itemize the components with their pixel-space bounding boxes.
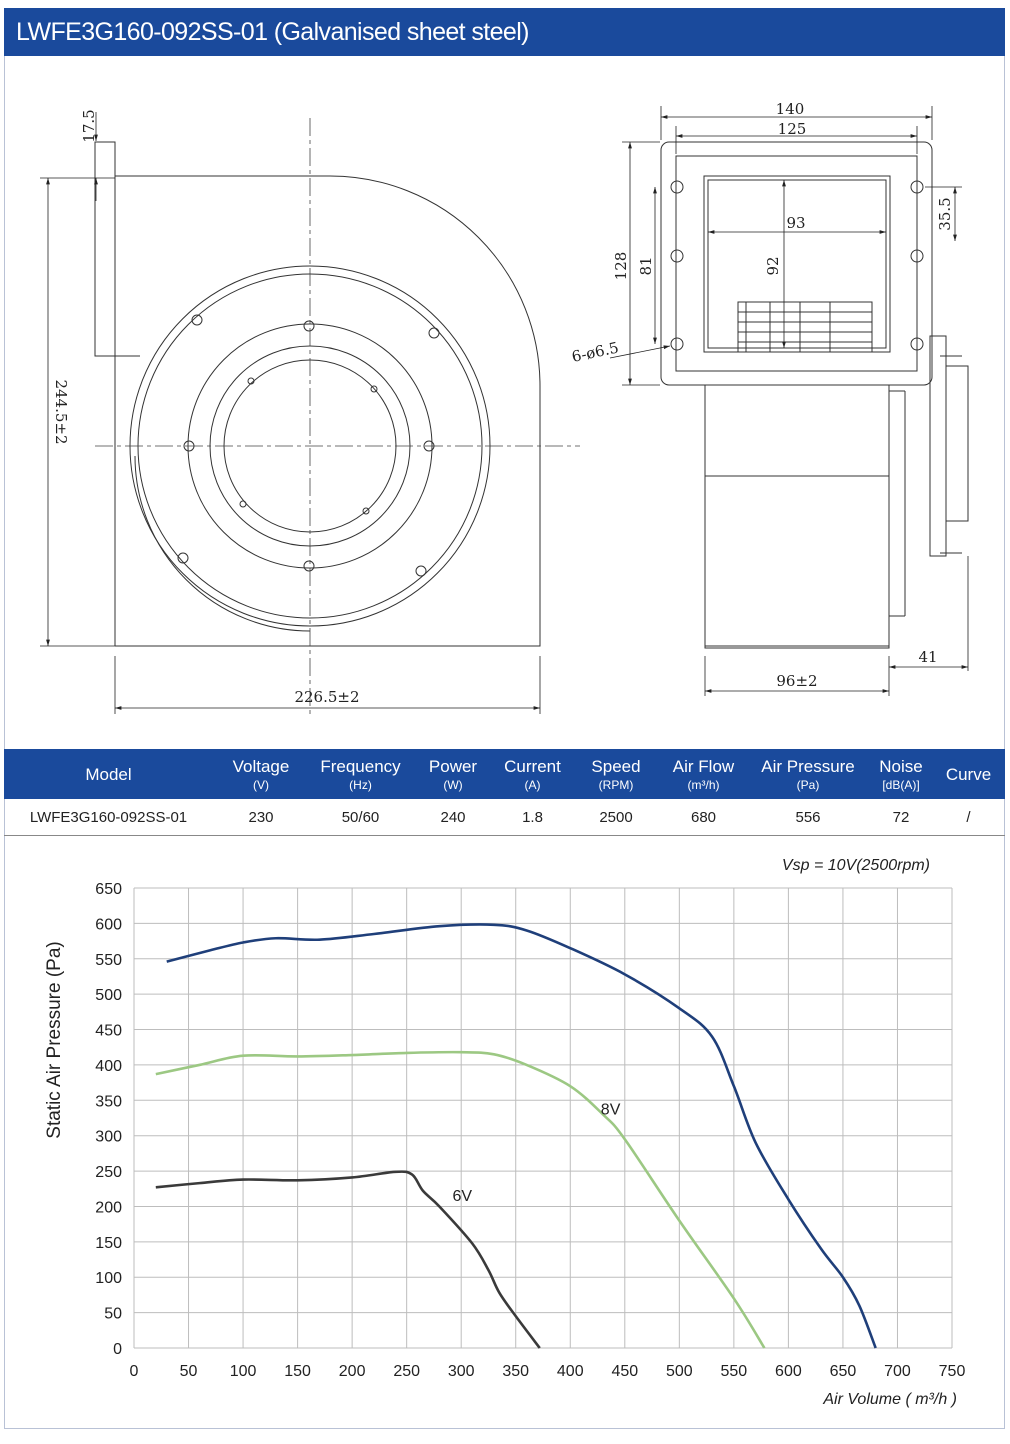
performance-chart: 0 50 100 150 200 250 300 350 400 450 500 550 600 650 7… <box>44 857 965 1408</box>
y-tick-label: 650 <box>95 881 122 898</box>
cell-air-flow: 680 <box>661 799 746 836</box>
y-tick-label: 400 <box>95 1058 122 1075</box>
y-tick-label: 0 <box>113 1341 122 1358</box>
dim-outlet-width: 93 <box>786 214 805 232</box>
chart-series <box>155 923 877 1349</box>
x-tick-label: 400 <box>557 1363 584 1380</box>
x-tick-label: 750 <box>939 1363 966 1380</box>
col-current: Current (A) <box>504 756 561 792</box>
table-row: LWFE3G160-092SS-01 230 50/60 240 1.8 250… <box>4 799 1005 836</box>
dim-hole-vertical: 81 <box>637 256 655 275</box>
dim-holes: 6-ø6.5 <box>570 338 620 365</box>
dimension-drawing: 17.5 244.5±2 226.5±2 <box>40 100 969 716</box>
dim-width: 226.5±2 <box>294 688 359 706</box>
dim-flange-thickness: 17.5 <box>80 109 98 142</box>
x-tick-label: 350 <box>502 1363 529 1380</box>
y-tick-label: 200 <box>95 1199 122 1216</box>
x-tick-label: 250 <box>393 1363 420 1380</box>
y-tick-label: 550 <box>95 952 122 969</box>
dim-hole-spacing: 125 <box>778 120 807 138</box>
col-speed: Speed (RPM) <box>591 756 641 792</box>
dim-housing-depth: 96±2 <box>776 672 817 690</box>
col-model: Model <box>85 764 132 784</box>
col-air-pressure: Air Pressure (Pa) <box>761 756 855 792</box>
cell-model: LWFE3G160-092SS-01 <box>4 799 213 836</box>
dim-hole-offset: 35.5 <box>936 197 954 230</box>
x-tick-label: 300 <box>448 1363 475 1380</box>
y-axis-label: Static Air Pressure (Pa) <box>44 941 65 1138</box>
dim-outlet-height: 92 <box>764 256 782 275</box>
page-title: LWFE3G160-092SS-01 (Galvanised sheet ste… <box>16 18 530 46</box>
series-line-2 <box>155 1170 541 1349</box>
series-label: 8V <box>601 1101 621 1118</box>
dim-overall-width: 140 <box>776 100 805 118</box>
x-axis-label: Air Volume ( m³/h ) <box>822 1391 957 1408</box>
col-frequency: Frequency (Hz) <box>320 756 401 792</box>
dim-overall-height: 128 <box>612 252 630 281</box>
x-tick-label: 50 <box>180 1363 198 1380</box>
col-voltage: Voltage (V) <box>232 756 290 792</box>
x-tick-label: 200 <box>339 1363 366 1380</box>
col-power: Power (W) <box>428 756 478 792</box>
cell-power: 240 <box>412 799 494 836</box>
title-bar: LWFE3G160-092SS-01 (Galvanised sheet ste… <box>4 8 1005 56</box>
y-tick-label: 250 <box>95 1164 122 1181</box>
cell-curve: / <box>932 799 1005 836</box>
cell-speed: 2500 <box>571 799 661 836</box>
y-tick-label: 600 <box>95 916 122 933</box>
dim-height: 244.5±2 <box>52 379 70 444</box>
cell-current: 1.8 <box>494 799 571 836</box>
side-view <box>660 141 969 649</box>
x-tick-label: 500 <box>666 1363 693 1380</box>
x-tick-label: 150 <box>284 1363 311 1380</box>
dim-motor-depth: 41 <box>918 648 937 666</box>
spec-table: Model Voltage (V) Frequency (Hz) Power (W) … <box>4 749 1005 837</box>
y-tick-label: 300 <box>95 1129 122 1146</box>
chart-title: Vsp = 10V(2500rpm) <box>782 857 930 874</box>
col-air-flow: Air Flow (m³/h) <box>672 756 735 792</box>
y-tick-label: 150 <box>95 1235 122 1252</box>
y-tick-label: 450 <box>95 1023 122 1040</box>
chart-axes: 0 50 100 150 200 250 300 350 400 450 500 550 600 650 7… <box>95 881 965 1380</box>
y-tick-label: 100 <box>95 1270 122 1287</box>
x-tick-label: 650 <box>830 1363 857 1380</box>
chart-labels: 8V 6V <box>452 1101 620 1204</box>
cell-air-pressure: 556 <box>746 799 870 836</box>
x-tick-label: 100 <box>230 1363 257 1380</box>
series-line-1 <box>155 1050 766 1349</box>
y-tick-label: 500 <box>95 987 122 1004</box>
col-curve: Curve <box>945 764 992 784</box>
x-tick-label: 0 <box>130 1363 139 1380</box>
y-tick-label: 350 <box>95 1093 122 1110</box>
cell-voltage: 230 <box>213 799 309 836</box>
x-tick-label: 450 <box>611 1363 638 1380</box>
series-label: 6V <box>452 1188 472 1205</box>
y-tick-label: 50 <box>104 1306 122 1323</box>
col-noise: Noise [dB(A)] <box>879 756 923 792</box>
x-tick-label: 550 <box>721 1363 748 1380</box>
cell-noise: 72 <box>870 799 932 836</box>
x-tick-label: 700 <box>884 1363 911 1380</box>
spec-header-row: Model Voltage (V) Frequency (Hz) Power (W) … <box>4 749 1005 799</box>
series-line-0 <box>166 923 877 1349</box>
cell-frequency: 50/60 <box>309 799 412 836</box>
x-tick-label: 600 <box>775 1363 802 1380</box>
front-view <box>94 141 541 647</box>
chart-grid <box>133 887 953 1349</box>
